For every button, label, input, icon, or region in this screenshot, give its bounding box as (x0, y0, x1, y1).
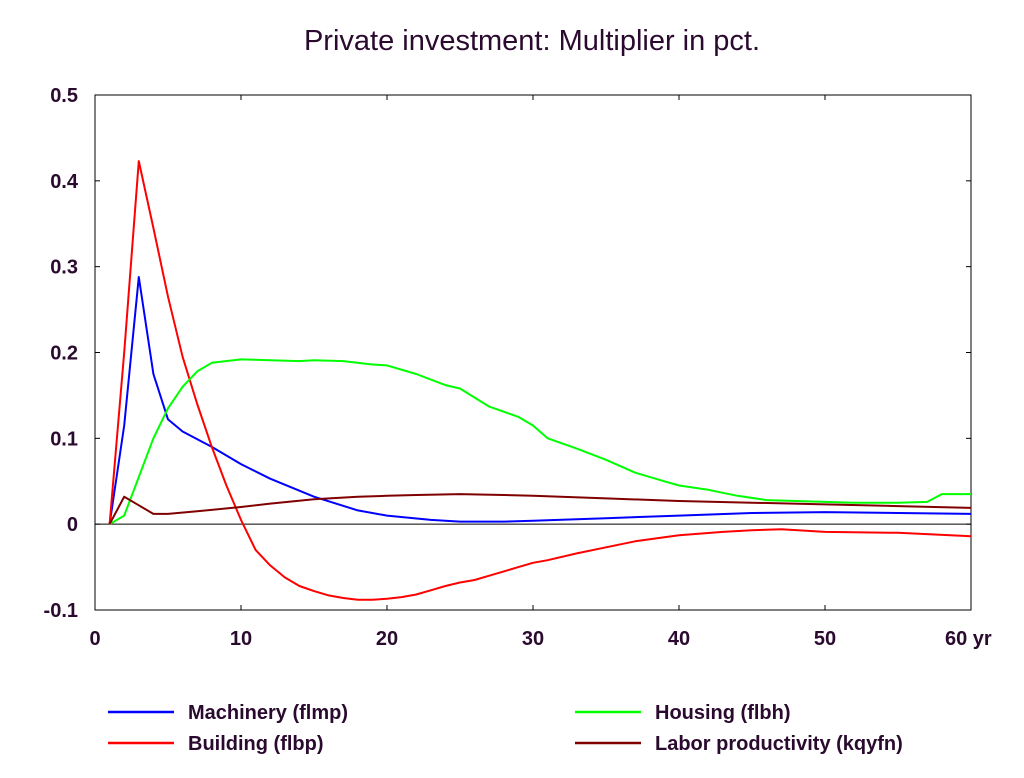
series-line-0 (108, 276, 972, 525)
legend-label: Housing (flbh) (655, 702, 791, 724)
y-tick-label: 0.4 (50, 171, 79, 193)
legend-label: Labor productivity (kqyfn) (655, 733, 903, 755)
x-tick-label: 40 (668, 628, 690, 650)
legend-label: Machinery (flmp) (188, 702, 348, 724)
x-tick-label: 0 (89, 628, 100, 650)
series-line-2 (109, 358, 971, 526)
series-lines (108, 160, 972, 601)
y-tick-label: 0.5 (50, 85, 78, 107)
x-tick-label: 20 (376, 628, 398, 650)
x-tick-label: 30 (522, 628, 544, 650)
y-tick-label: 0 (67, 514, 78, 536)
y-tick-label: 0.2 (50, 343, 78, 365)
y-tick-label: 0.3 (50, 257, 78, 279)
axis-tick-labels: 0 10 20 30 40 50 60 yr -0.1 0 0.1 0.2 0.3 0.4 0.5 (44, 85, 992, 650)
x-tick-label: 60 yr (945, 628, 992, 650)
legend: Machinery (flmp) Housing (flbh) Building (… (108, 702, 903, 755)
y-tick-label: 0.1 (50, 428, 78, 450)
series-line-3 (108, 493, 972, 525)
y-tick-label: -0.1 (44, 600, 78, 622)
series-line-1 (108, 160, 972, 601)
legend-label: Building (flbp) (188, 733, 324, 755)
x-tick-label: 50 (814, 628, 836, 650)
chart-title: Private investment: Multiplier in pct. (304, 25, 760, 57)
x-tick-label: 10 (230, 628, 252, 650)
